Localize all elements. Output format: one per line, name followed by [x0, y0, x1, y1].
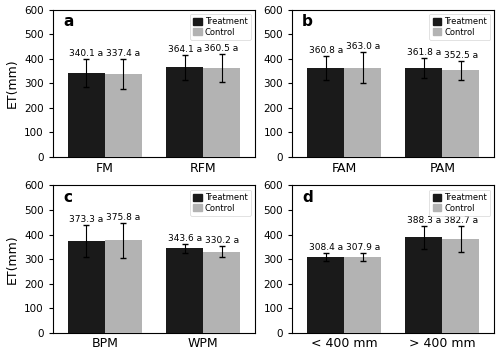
Text: 308.4 a: 308.4 a — [308, 242, 342, 252]
Legend: Treatment, Control: Treatment, Control — [429, 14, 490, 40]
Bar — [166, 67, 203, 157]
Bar — [344, 68, 381, 157]
Bar — [344, 257, 381, 333]
Legend: Treatment, Control: Treatment, Control — [190, 190, 251, 216]
Text: d: d — [302, 190, 313, 205]
Bar — [68, 73, 105, 157]
Bar — [105, 240, 142, 333]
Bar — [442, 70, 480, 157]
Y-axis label: ET(mm): ET(mm) — [6, 58, 18, 108]
Bar — [68, 241, 105, 333]
Text: 364.1 a: 364.1 a — [168, 44, 202, 54]
Bar — [307, 68, 344, 157]
Legend: Treatment, Control: Treatment, Control — [190, 14, 251, 40]
Bar — [307, 257, 344, 333]
Text: 382.7 a: 382.7 a — [444, 216, 478, 225]
Text: b: b — [302, 14, 313, 29]
Text: a: a — [63, 14, 74, 29]
Bar — [406, 68, 442, 157]
Text: 340.1 a: 340.1 a — [69, 49, 103, 58]
Text: 360.8 a: 360.8 a — [308, 46, 343, 55]
Y-axis label: ET(mm): ET(mm) — [6, 234, 18, 284]
Text: 337.4 a: 337.4 a — [106, 49, 140, 58]
Text: 360.5 a: 360.5 a — [204, 44, 238, 53]
Bar — [203, 68, 240, 157]
Text: 330.2 a: 330.2 a — [204, 236, 238, 245]
Text: c: c — [63, 190, 72, 205]
Text: 375.8 a: 375.8 a — [106, 213, 140, 222]
Bar — [105, 74, 142, 157]
Text: 373.3 a: 373.3 a — [69, 215, 103, 224]
Bar — [406, 237, 442, 333]
Bar — [166, 248, 203, 333]
Bar — [442, 239, 480, 333]
Text: 388.3 a: 388.3 a — [407, 216, 441, 225]
Legend: Treatment, Control: Treatment, Control — [429, 190, 490, 216]
Text: 343.6 a: 343.6 a — [168, 234, 202, 243]
Text: 363.0 a: 363.0 a — [346, 42, 380, 52]
Text: 352.5 a: 352.5 a — [444, 51, 478, 60]
Text: 307.9 a: 307.9 a — [346, 244, 380, 252]
Bar — [203, 252, 240, 333]
Text: 361.8 a: 361.8 a — [407, 48, 441, 57]
